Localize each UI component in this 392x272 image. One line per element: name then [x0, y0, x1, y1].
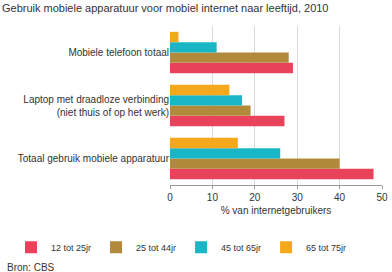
svg-text:40: 40 [334, 192, 346, 203]
svg-text:10: 10 [207, 192, 219, 203]
svg-text:Mobiele telefoon totaal: Mobiele telefoon totaal [68, 47, 169, 58]
svg-text:30: 30 [292, 192, 304, 203]
svg-text:Bron: CBS: Bron: CBS [7, 262, 55, 272]
svg-text:12 tot 25jr: 12 tot 25jr [51, 243, 91, 253]
svg-text:Totaal gebruik mobiele apparat: Totaal gebruik mobiele apparatuur [18, 153, 170, 164]
svg-text:0: 0 [167, 192, 173, 203]
svg-text:25 tot 44jr: 25 tot 44jr [136, 243, 176, 253]
svg-text:65 tot 75jr: 65 tot 75jr [306, 243, 346, 253]
svg-text:Gebruik mobiele apparatuur voo: Gebruik mobiele apparatuur voor mobiel i… [2, 2, 329, 14]
svg-text:45 tot 65jr: 45 tot 65jr [221, 243, 261, 253]
svg-text:50: 50 [376, 192, 388, 203]
svg-text:20: 20 [249, 192, 261, 203]
svg-text:% van internetgebruikers: % van internetgebruikers [221, 205, 332, 216]
svg-text:Laptop met draadloze verbindin: Laptop met draadloze verbinding(niet thu… [23, 94, 169, 118]
